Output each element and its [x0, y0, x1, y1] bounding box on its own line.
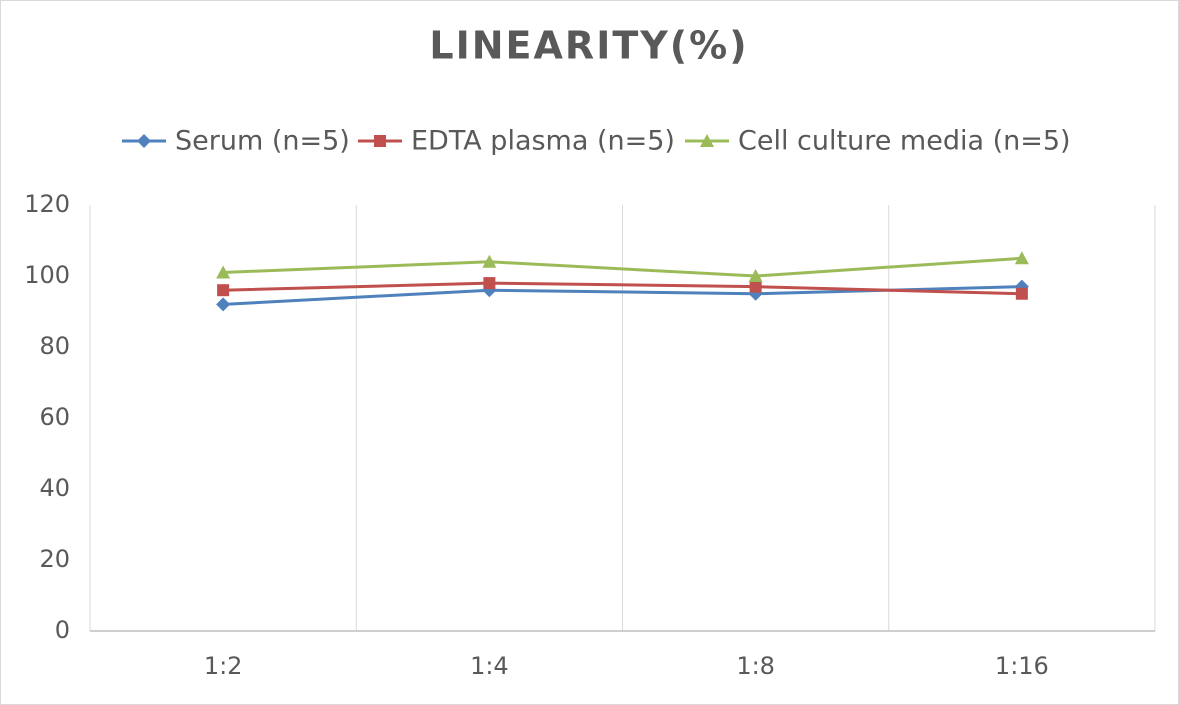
- marker: [1014, 251, 1029, 265]
- chart-title: LINEARITY(%): [429, 24, 748, 68]
- x-tick-label: 1:16: [995, 652, 1049, 680]
- legend-label: EDTA plasma (n=5): [411, 126, 675, 157]
- y-tick-label: 40: [39, 474, 70, 502]
- y-tick-label: 100: [24, 261, 70, 289]
- y-tick-label: 20: [39, 545, 70, 573]
- series-line: [223, 281, 1022, 296]
- marker: [216, 265, 231, 279]
- x-tick-label: 1:8: [736, 652, 775, 680]
- marker: [216, 297, 231, 312]
- y-tick-label: 60: [39, 403, 70, 431]
- marker: [482, 254, 497, 268]
- x-tick-label: 1:2: [204, 652, 243, 680]
- marker: [483, 277, 496, 290]
- y-tick-label: 80: [39, 332, 70, 360]
- marker: [748, 269, 763, 282]
- marker: [374, 135, 386, 147]
- x-tick-label: 1:4: [470, 652, 509, 680]
- legend-label: Serum (n=5): [175, 126, 350, 157]
- legend-label: Cell culture media (n=5): [738, 126, 1071, 157]
- marker: [1015, 287, 1028, 300]
- marker: [137, 134, 151, 148]
- marker: [700, 134, 714, 147]
- y-tick-label: 0: [55, 616, 70, 644]
- marker: [217, 284, 230, 297]
- y-tick-label: 120: [24, 190, 70, 218]
- series-line: [223, 256, 1022, 278]
- marker: [749, 280, 762, 293]
